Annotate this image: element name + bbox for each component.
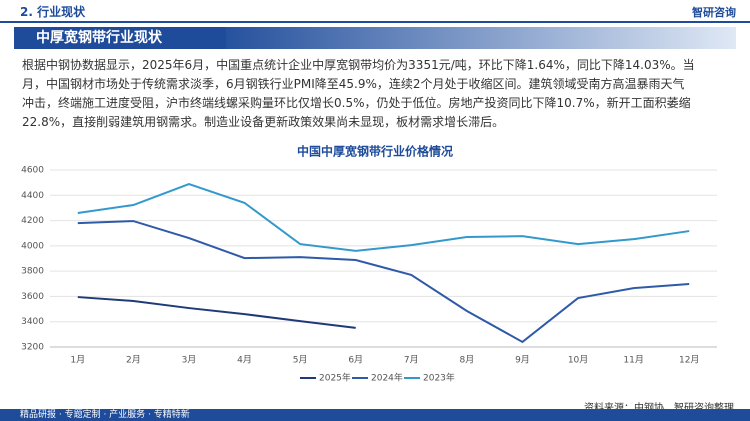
paragraph-line: 22.8%，直接削弱建筑用钢需求。制造业设备更新政策效果尚未显现，板材需求增长滞… <box>22 115 505 129</box>
x-tick-label: 8月 <box>460 355 475 366</box>
y-tick-label: 3600 <box>21 292 44 302</box>
title-bar-fade <box>204 27 736 49</box>
legend-label: 2025年 <box>319 372 351 384</box>
legend-label: 2024年 <box>371 372 403 384</box>
y-tick-label: 4400 <box>21 191 44 201</box>
x-tick-label: 5月 <box>293 355 308 366</box>
y-tick-label: 3800 <box>21 267 44 277</box>
x-tick-label: 3月 <box>182 355 197 366</box>
top-line <box>0 21 750 23</box>
tagline: 精品研报 · 专题定制 · 产业服务 · 专精特新 <box>20 410 190 420</box>
y-tick-label: 4000 <box>21 241 44 251</box>
x-tick-label: 4月 <box>237 355 252 366</box>
legend-label: 2023年 <box>423 372 455 384</box>
section-label: 2. 行业现状 <box>20 5 86 19</box>
paragraph-line: 冲击，终端施工进度受阻，沪市终端线螺采购量环比仅增长0.5%，仍处于低位。房地产… <box>22 96 691 110</box>
paragraph-line: 月，中国钢材市场处于传统需求淡季，6月钢铁行业PMI降至45.9%，连续2个月处… <box>22 77 685 91</box>
x-tick-label: 12月 <box>679 355 699 366</box>
chart-title: 中国中厚宽钢带行业价格情况 <box>297 144 453 159</box>
source: 资料来源：中钢协、智研咨询整理 <box>584 399 734 414</box>
chart: 中国中厚宽钢带行业价格情况 3200 3400 3600 3800 4000 4200 44… <box>21 144 717 384</box>
x-tick-label: 2月 <box>126 355 141 366</box>
line-series <box>77 182 690 252</box>
paragraph-line: 根据中钢协数据显示，2025年6月，中国重点统计企业中厚宽钢带均价为3351元/… <box>22 58 695 72</box>
y-tick-label: 4200 <box>21 216 44 226</box>
x-tick-label: 11月 <box>623 355 643 366</box>
line-series <box>77 220 690 344</box>
bottom-bar <box>0 409 750 421</box>
logo: 智研咨询 <box>692 6 736 19</box>
y-tick-label: 3200 <box>21 343 44 353</box>
line-series <box>77 296 356 329</box>
x-tick-label: 6月 <box>348 355 363 366</box>
x-tick-label: 10月 <box>568 355 588 366</box>
y-tick-label: 3400 <box>21 317 44 327</box>
x-tick-label: 9月 <box>515 355 530 366</box>
x-tick-label: 1月 <box>70 355 85 366</box>
title-bar: 中厚宽钢带行业现状 <box>14 27 226 49</box>
x-tick-label: 7月 <box>404 355 419 366</box>
y-tick-label: 4600 <box>21 166 44 176</box>
